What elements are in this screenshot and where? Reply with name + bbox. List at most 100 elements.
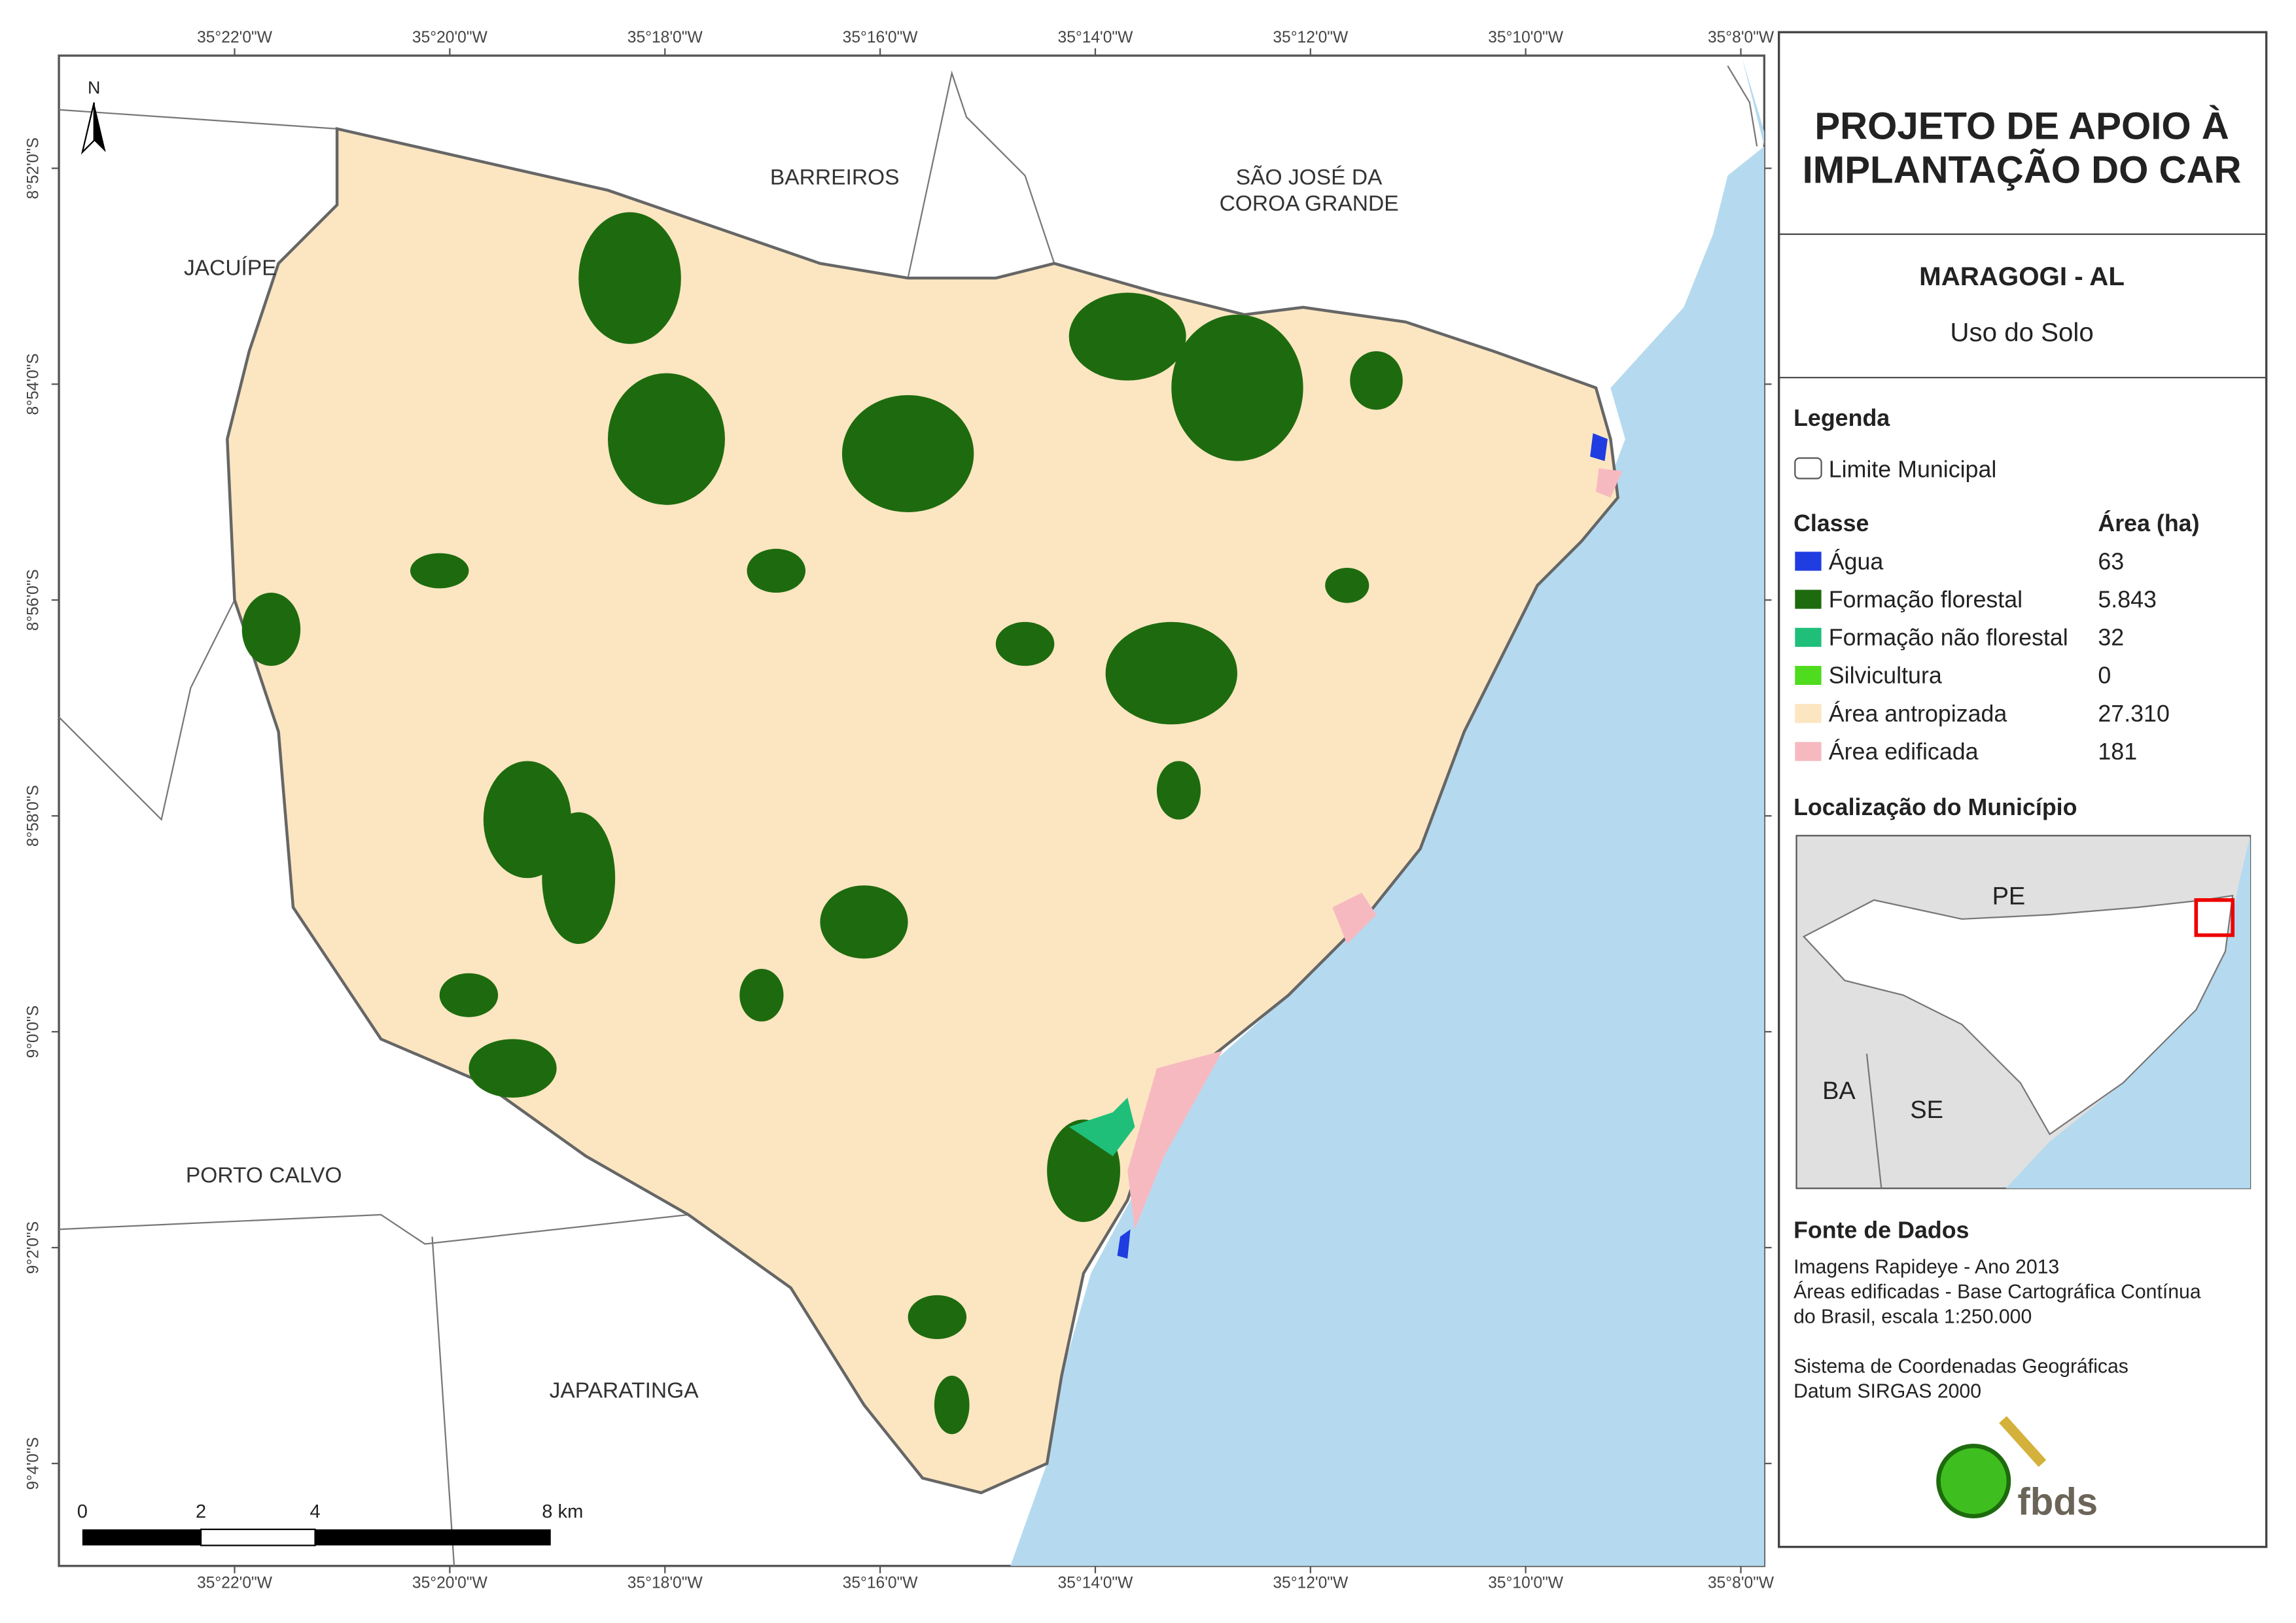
source-line: Áreas edificadas - Base Cartográfica Con…	[1793, 1281, 2201, 1302]
class-area: 63	[2098, 548, 2124, 574]
lon-labels-bottom: 35°22'0"W 35°20'0"W 35°18'0"W 35°16'0"W 35°1…	[197, 1565, 1775, 1592]
forest-patch	[439, 973, 499, 1017]
scale-label: 8 km	[542, 1501, 583, 1522]
panel-frame	[1778, 31, 2268, 1548]
side-panel: PROJETO DE APOIO À IMPLANTAÇÃO DO CAR MA…	[1778, 31, 2268, 1548]
boundary	[907, 70, 1055, 279]
built-area	[1332, 892, 1377, 944]
scale-segment	[82, 1529, 202, 1546]
lon-label: 35°18'0"W	[627, 29, 703, 46]
boundary-swatch	[1794, 457, 1822, 480]
scale-label: 4	[309, 1501, 320, 1522]
class-header: Classe	[1793, 510, 1869, 536]
boundary	[431, 1236, 455, 1566]
locator-label: PE	[1992, 883, 2026, 911]
legend-title: Legenda	[1793, 405, 1890, 431]
forest-patch	[995, 621, 1055, 666]
forest-patch	[908, 1295, 967, 1339]
forest-patch	[739, 968, 784, 1022]
lon-label: 35°20'0"W	[412, 29, 488, 46]
boundary	[58, 599, 236, 822]
non-forest-patch	[1069, 1097, 1135, 1157]
north-arrow-left	[80, 102, 95, 155]
crs-line: Sistema de Coordenadas Geográficas	[1793, 1355, 2128, 1377]
class-area: 181	[2098, 739, 2137, 765]
logo: fbds	[1936, 1416, 2098, 1523]
lat-label: 8°56'0"S	[25, 569, 43, 631]
place-label: JACUÍPE	[184, 256, 277, 281]
class-swatch	[1795, 665, 1822, 685]
logo-text: fbds	[2017, 1480, 2098, 1523]
locator-state	[1802, 894, 2234, 1136]
boundary	[59, 1213, 689, 1245]
forest-patch	[1156, 761, 1201, 820]
place-label: BARREIROS	[770, 166, 900, 190]
area-header: Área (ha)	[2098, 510, 2199, 536]
lat-label: 8°54'0"S	[25, 353, 43, 415]
lon-label: 35°14'0"W	[1058, 29, 1134, 46]
class-name: Área antropizada	[1829, 701, 2007, 727]
class-area: 5.843	[2098, 586, 2157, 612]
class-name: Água	[1829, 548, 1884, 574]
forest-patch	[607, 373, 725, 505]
lon-labels-top: 35°22'0"W 35°20'0"W 35°18'0"W 35°16'0"W 35°1…	[197, 29, 1775, 56]
lon-label: 35°22'0"W	[197, 29, 273, 46]
lon-label: 35°12'0"W	[1273, 1574, 1349, 1592]
lat-label: 9°2'0"S	[25, 1221, 43, 1274]
locator-map: PE BA SE	[1795, 835, 2252, 1189]
location-title: Localização do Município	[1793, 794, 2077, 820]
north-arrow-right	[94, 102, 106, 152]
north-label: N	[88, 78, 100, 97]
place-label: COROA GRANDE	[1220, 192, 1399, 216]
water-body	[1117, 1229, 1131, 1259]
scale-label: 2	[196, 1501, 206, 1522]
lon-label: 35°16'0"W	[843, 29, 919, 46]
class-swatch	[1795, 627, 1822, 647]
class-name: Formação não florestal	[1829, 625, 2068, 651]
boundary	[58, 109, 338, 130]
place-label: JAPARATINGA	[550, 1378, 699, 1403]
lat-label: 8°58'0"S	[25, 785, 43, 846]
forest-patch	[542, 812, 616, 944]
class-area: 27.310	[2098, 701, 2169, 727]
municipality-name: MARAGOGI - AL	[1919, 262, 2125, 291]
scale-label: 0	[77, 1501, 88, 1522]
class-name: Formação florestal	[1829, 586, 2022, 612]
locator-highlight	[2194, 898, 2235, 937]
class-name: Silvicultura	[1829, 663, 1942, 689]
ocean	[1010, 58, 1765, 1566]
neighbor-boundaries	[58, 65, 1758, 1566]
forest-patch	[578, 212, 681, 344]
class-area: 0	[2098, 663, 2111, 689]
forest-patch	[1350, 351, 1403, 410]
place-label: SÃO JOSÉ DA	[1236, 165, 1383, 190]
forest-patch	[1325, 568, 1369, 603]
source-line: Imagens Rapideye - Ano 2013	[1793, 1256, 2059, 1278]
scale-segment	[200, 1528, 316, 1546]
title: PROJETO DE APOIO À	[1814, 105, 2229, 148]
built-area	[1596, 468, 1623, 498]
forest-cover	[241, 212, 1403, 1435]
map-area: 35°22'0"W 35°20'0"W 35°18'0"W 35°16'0"W 35°1…	[25, 29, 1775, 1592]
lon-label: 35°12'0"W	[1273, 29, 1349, 46]
forest-patch	[934, 1375, 970, 1435]
lon-label: 35°10'0"W	[1488, 1574, 1564, 1592]
class-swatch	[1795, 704, 1822, 724]
locator-ocean	[2005, 835, 2251, 1189]
locator-boundary	[1865, 1053, 1882, 1189]
title: IMPLANTAÇÃO DO CAR	[1803, 149, 2242, 192]
forest-patch	[1171, 314, 1303, 461]
forest-patch	[841, 395, 974, 513]
class-name: Área edificada	[1829, 739, 1979, 765]
boundary	[1727, 65, 1758, 147]
lon-label: 35°16'0"W	[843, 1574, 919, 1592]
lon-label: 35°10'0"W	[1488, 29, 1564, 46]
lon-label: 35°14'0"W	[1058, 1574, 1134, 1592]
logo-circle	[1936, 1443, 2011, 1519]
forest-patch	[468, 1039, 557, 1098]
scale-segment	[315, 1529, 551, 1546]
lon-label: 35°8'0"W	[1708, 1574, 1775, 1592]
lat-label: 8°52'0"S	[25, 137, 43, 199]
built-area	[1127, 1051, 1223, 1230]
